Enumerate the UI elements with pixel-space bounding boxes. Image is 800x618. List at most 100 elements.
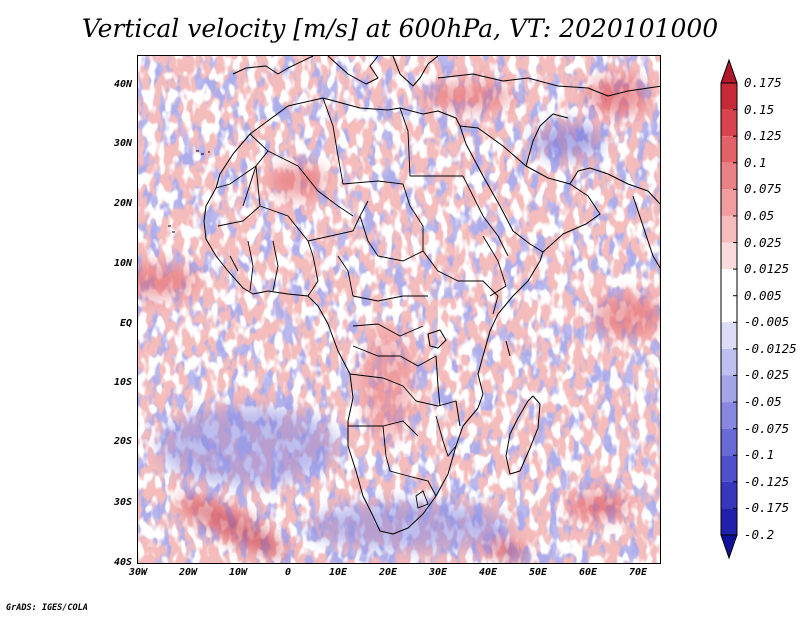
colorbar-segment xyxy=(721,189,737,216)
gulf-coast xyxy=(525,113,569,167)
mauritania-north-border xyxy=(215,165,257,189)
algeria-libya-border xyxy=(322,97,344,185)
colorbar-segment xyxy=(721,402,737,429)
colorbar-label: -0.025 xyxy=(744,367,790,383)
lon-label-20w: 20W xyxy=(178,567,198,578)
colorbar-label: -0.05 xyxy=(744,394,782,410)
lat-label-30n: 30N xyxy=(113,138,132,149)
colorbar-segment xyxy=(721,215,737,243)
colorbar-label: 0.05 xyxy=(744,207,775,223)
namibia-botswana-border xyxy=(348,420,419,437)
colorbar-segment xyxy=(721,508,737,535)
eritrea-ethiopia-border xyxy=(462,175,509,257)
lon-label-70e: 70E xyxy=(628,567,648,578)
mozambique-border xyxy=(435,415,457,457)
colorbar-ticks xyxy=(733,82,737,536)
zambia-mozambique-border xyxy=(415,400,457,407)
colorbar-segment xyxy=(721,455,737,482)
colorbar-segment xyxy=(721,322,737,349)
balkans-coast xyxy=(392,56,439,87)
lesotho-border xyxy=(407,475,437,497)
colorbar-segment xyxy=(721,109,737,137)
italy-coast xyxy=(327,56,379,85)
lake-victoria xyxy=(427,329,447,349)
colorbar-min-arrow xyxy=(720,534,738,560)
niger-chad-border xyxy=(307,200,369,242)
colorbar-segment xyxy=(721,242,737,270)
libya-egypt-border xyxy=(399,107,411,177)
colorbar-max-arrow xyxy=(720,58,738,84)
colorbar-label: 0.0125 xyxy=(744,261,790,277)
colorbar-segment xyxy=(721,295,737,323)
lon-label-30e: 30E xyxy=(428,567,448,578)
india-coast xyxy=(632,195,660,269)
cape-verde-islands xyxy=(168,225,175,233)
mauritania-mali-border xyxy=(217,165,261,227)
sudan-border xyxy=(409,205,459,282)
colorbar-label: -0.1 xyxy=(744,447,775,463)
colorbar-label: 0.175 xyxy=(744,75,782,90)
lon-label-0: 0 xyxy=(284,567,292,578)
gabon-congo-border xyxy=(352,323,424,337)
lat-label-40n: 40N xyxy=(113,79,132,90)
colorbar-label: 0.005 xyxy=(744,287,782,303)
colorbar-segments xyxy=(720,58,738,560)
africa-outline xyxy=(203,97,544,535)
drc-angola-border xyxy=(352,345,437,367)
ghana-border xyxy=(272,240,279,292)
velocity-field xyxy=(138,56,660,563)
colorbar-segment xyxy=(721,162,737,190)
libya-chad-border xyxy=(342,180,411,207)
lat-label-40s: 40S xyxy=(113,557,132,568)
lat-label-20s: 20S xyxy=(113,436,132,447)
lon-label-30w: 30W xyxy=(128,567,148,578)
lon-label-40e: 40E xyxy=(478,567,498,578)
lon-label-60e: 60E xyxy=(578,567,598,578)
turkey-iran-border xyxy=(437,73,660,97)
colorbar xyxy=(720,58,738,560)
colorbar-segment xyxy=(721,269,737,296)
iberia-coast xyxy=(232,56,314,75)
lon-label-10e: 10E xyxy=(328,567,348,578)
colorbar-label: -0.125 xyxy=(744,473,790,489)
colorbar-segment xyxy=(721,136,737,163)
map-panel xyxy=(137,55,661,564)
anomaly-patches xyxy=(138,76,660,563)
ethiopia-somalia-border xyxy=(482,235,507,297)
colorbar-segment xyxy=(721,375,737,403)
angola-zambia-border xyxy=(349,373,417,402)
colorbar-frame xyxy=(720,82,738,536)
colorbar-segment xyxy=(721,83,737,110)
benin-border xyxy=(307,255,319,297)
island-hint xyxy=(505,340,511,357)
grads-credit: GrADS: IGES/COLA xyxy=(6,603,88,613)
colorbar-label: 0.125 xyxy=(744,128,782,144)
map-title: Vertical velocity [m/s] at 600hPa, VT: 2… xyxy=(81,14,719,43)
canary-islands xyxy=(196,150,210,155)
colorbar-label: -0.005 xyxy=(744,314,790,330)
nigeria-cameroon-border xyxy=(337,255,354,297)
coastlines xyxy=(168,56,660,535)
iran-coast xyxy=(569,167,660,205)
mali-niger-border xyxy=(259,205,314,257)
lon-label-50e: 50E xyxy=(528,567,548,578)
colorbar-segment xyxy=(721,348,737,376)
botswana-sa-border xyxy=(382,425,409,477)
lat-label-10n: 10N xyxy=(113,258,132,269)
colorbar-label: 0.15 xyxy=(744,101,775,117)
lat-label-20n: 20N xyxy=(113,198,132,209)
colorbar-segment xyxy=(721,428,737,456)
lat-label-eq: EQ xyxy=(119,318,132,329)
lon-label-20e: 20E xyxy=(378,567,398,578)
ivory-coast-border xyxy=(247,240,254,292)
algeria-south-border xyxy=(267,150,354,217)
kenya-border xyxy=(458,280,499,315)
colorbar-label: 0.075 xyxy=(744,181,782,197)
country-borders xyxy=(215,97,509,509)
colorbar-label: -0.0125 xyxy=(744,340,797,356)
colorbar-label: -0.175 xyxy=(744,500,790,516)
lesotho-outline xyxy=(415,490,429,509)
colorbar-segment xyxy=(721,481,737,509)
lake-malawi xyxy=(455,400,461,427)
guinea-border xyxy=(229,255,239,272)
